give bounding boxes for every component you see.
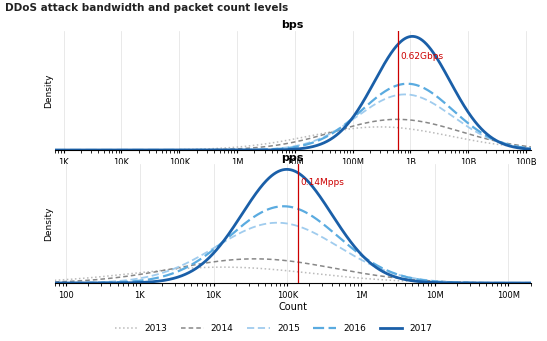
X-axis label: Count: Count	[278, 302, 307, 312]
Y-axis label: Density: Density	[44, 73, 53, 108]
Title: pps: pps	[282, 153, 304, 163]
Text: 0.14Mpps: 0.14Mpps	[300, 178, 345, 187]
Text: DDoS attack bandwidth and packet count levels: DDoS attack bandwidth and packet count l…	[5, 3, 289, 13]
Legend: 2013, 2014, 2015, 2016, 2017: 2013, 2014, 2015, 2016, 2017	[111, 320, 436, 337]
Text: 0.62Gbps: 0.62Gbps	[400, 52, 444, 61]
Y-axis label: Density: Density	[44, 206, 53, 241]
Title: bps: bps	[282, 20, 304, 30]
